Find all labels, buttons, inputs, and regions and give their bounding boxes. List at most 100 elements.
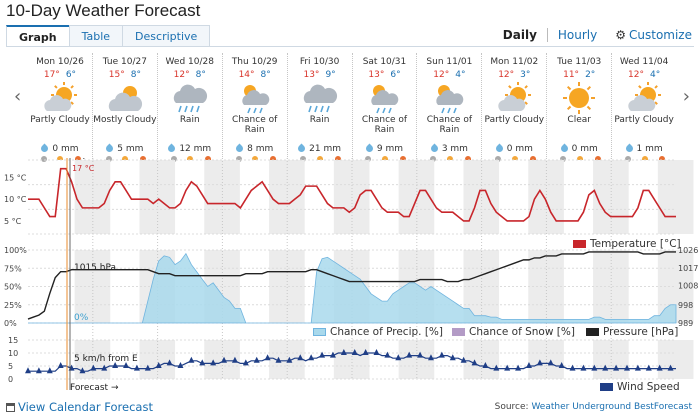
precip-area	[28, 252, 677, 324]
wind-arrow-icon	[112, 362, 119, 368]
sun-moon-row	[288, 156, 352, 162]
sunset-icon	[140, 156, 147, 160]
sunset-icon	[334, 156, 341, 160]
day-precip: 21 mm	[288, 143, 352, 154]
wind-arrow-icon	[438, 351, 445, 358]
wind-arrow-icon	[536, 359, 543, 366]
rain-icon	[301, 81, 339, 115]
raindrop-icon	[624, 143, 634, 154]
day-temps: 12° 8°	[158, 70, 222, 80]
high-temp: 12°	[628, 70, 644, 80]
legend-pressure: Pressure [hPa]	[586, 326, 678, 338]
day-condition: Rain	[179, 115, 200, 125]
low-temp: 6°	[390, 70, 401, 80]
low-temp: 9°	[325, 70, 336, 80]
daily-toggle[interactable]: Daily	[502, 28, 537, 42]
wind-arrow-icon	[395, 354, 402, 361]
raindrop-icon	[296, 143, 307, 154]
high-temp: 12°	[433, 70, 450, 80]
tab-table[interactable]: Table	[68, 25, 124, 47]
wind-arrow-icon	[373, 349, 380, 355]
high-temp: 12°	[498, 70, 515, 80]
raindrop-icon	[364, 143, 375, 154]
clear-icon	[560, 81, 598, 115]
precip-axis-label: 0%	[4, 319, 17, 328]
day-date: Wed 11/04	[619, 57, 669, 67]
source-prefix: Source:	[494, 402, 529, 412]
legend-temperature-label: Temperature [°C]	[590, 238, 681, 250]
day-date: Sat 10/31	[362, 57, 407, 67]
day-temps: 17° 6°	[28, 70, 92, 80]
pressure-line	[27, 251, 676, 320]
legend-temperature: Temperature [°C]	[573, 238, 681, 250]
wind-arrow-icon	[645, 364, 652, 371]
next-days-arrow-icon[interactable]: ›	[682, 86, 690, 107]
day-temps: 15° 8°	[93, 70, 157, 80]
night-band	[657, 340, 694, 379]
sun-moon-row	[158, 156, 222, 162]
precip-axis-label: 50%	[4, 283, 22, 292]
precip-axis-label: 75%	[4, 264, 22, 273]
sun-moon-row	[482, 156, 546, 162]
wind-arrow-icon	[123, 362, 130, 368]
sunrise-icon	[511, 156, 518, 160]
pressure-axis-label: 989	[678, 319, 693, 328]
moon-icon	[235, 156, 242, 162]
day-column: Mon 10/26 17° 6° Partly Cloudy 0 mm	[28, 53, 93, 162]
view-calendar-forecast-link[interactable]: View Calendar Forecast	[6, 400, 153, 414]
previous-days-arrow-icon[interactable]: ‹	[14, 86, 22, 107]
day-precip-amount: 0 mm	[52, 144, 79, 154]
wind-arrow-icon	[253, 356, 260, 363]
wind-arrow-icon	[504, 364, 511, 371]
day-temps: 12° 4°	[417, 70, 481, 80]
sunset-icon	[75, 156, 82, 160]
wind-arrow-icon	[406, 351, 413, 358]
sunrise-icon	[381, 156, 388, 160]
legend-temperature-swatch	[573, 240, 586, 248]
tab-descriptive[interactable]: Descriptive	[122, 25, 211, 47]
daily-summary-strip: Mon 10/26 17° 6° Partly Cloudy 0 mm Tue 10/27…	[28, 53, 676, 162]
low-temp: 2°	[585, 70, 596, 80]
day-temps: 11° 2°	[547, 70, 611, 80]
customize-label: Customize	[629, 28, 692, 42]
wind-arrow-icon	[199, 359, 206, 366]
day-temps: 13° 9°	[288, 70, 352, 80]
source-link[interactable]: Weather Underground BestForecast	[531, 402, 692, 412]
moon-icon	[495, 156, 502, 162]
legend-wind-label: Wind Speed	[617, 381, 680, 393]
day-precip: 0 mm	[28, 143, 92, 154]
mode-separator	[546, 28, 548, 42]
day-condition: Rain	[309, 115, 330, 125]
wind-arrow-icon	[166, 359, 173, 366]
tab-graph[interactable]: Graph	[6, 25, 70, 47]
source-credit: Source: Weather Underground BestForecast	[495, 402, 692, 412]
moon-icon	[170, 156, 177, 162]
customize-button[interactable]: ⚙ Customize	[615, 28, 692, 42]
wind-arrow-icon	[427, 354, 434, 361]
hourly-toggle[interactable]: Hourly	[557, 28, 598, 42]
sunset-icon	[464, 156, 471, 160]
day-column: Sun 11/01 12° 4° Chance of Rain 3 mm	[417, 53, 483, 162]
day-condition: Partly Cloudy	[484, 115, 545, 125]
wind-arrow-icon	[525, 362, 532, 368]
legend-pressure-label: Pressure [hPa]	[603, 326, 679, 338]
wind-arrow-icon	[25, 367, 31, 374]
cursor-temp: 17 °C	[72, 164, 95, 173]
moon-icon	[300, 156, 307, 162]
partly-cloudy-icon	[495, 81, 533, 115]
day-condition: Partly Cloudy	[614, 115, 674, 125]
legend-snow-label: Chance of Snow [%]	[469, 326, 575, 338]
day-column: Thu 10/29 14° 8° Chance of Rain 8 mm	[223, 53, 288, 162]
high-temp: 17°	[43, 70, 60, 80]
wind-arrow-icon	[623, 364, 630, 371]
wind-arrow-icon	[177, 362, 184, 368]
cursor-pressure: 1015 hPa	[74, 263, 116, 273]
wind-arrow-icon	[231, 356, 238, 363]
low-temp: 6°	[65, 70, 77, 80]
sunset-icon	[270, 156, 276, 160]
day-temps: 12° 4°	[612, 70, 676, 80]
wind-arrow-icon	[319, 351, 326, 358]
day-date: Thu 10/29	[231, 57, 278, 67]
wind-arrow-icon	[482, 362, 489, 368]
low-temp: 4°	[649, 70, 661, 80]
